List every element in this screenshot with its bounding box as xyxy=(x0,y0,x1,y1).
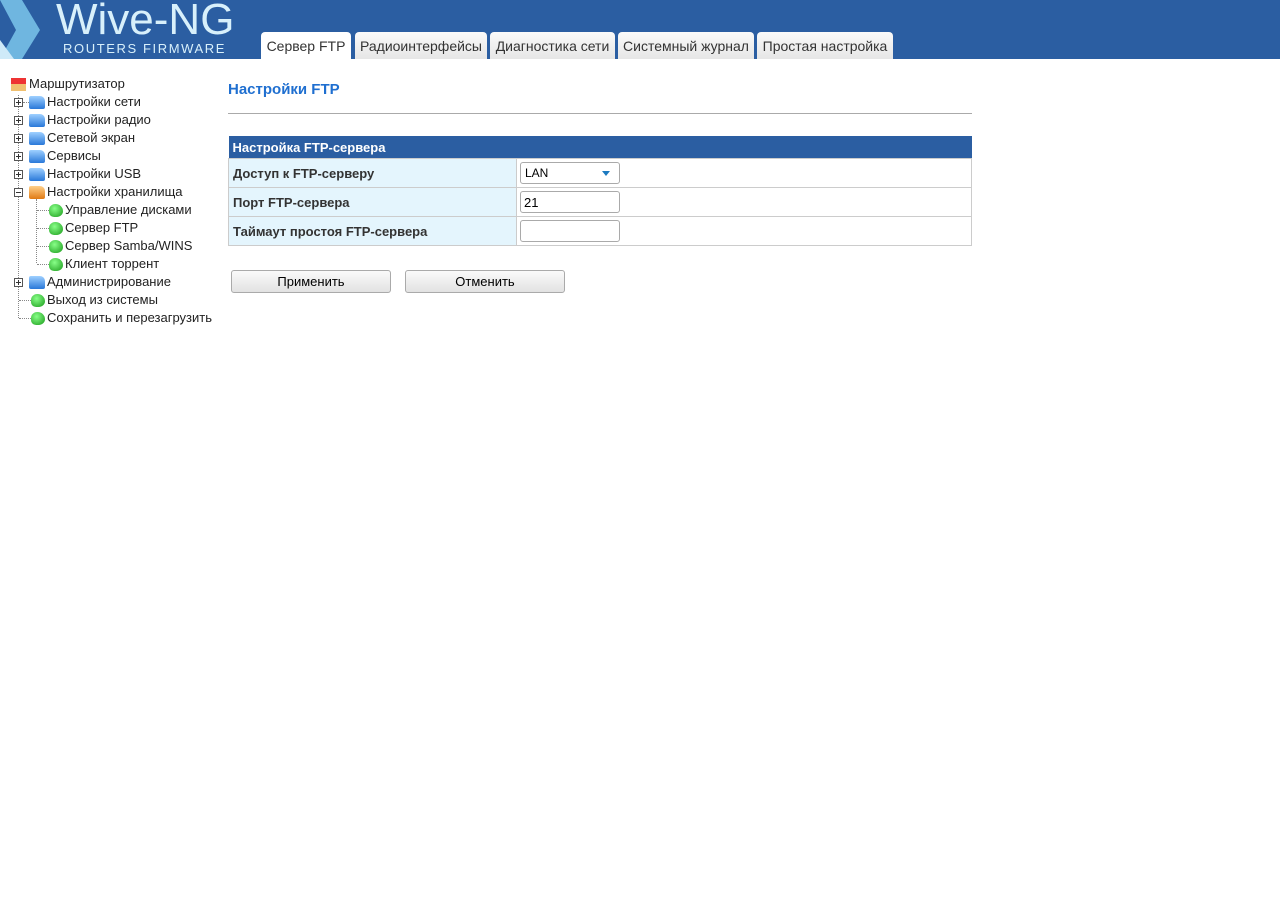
tree-label: Настройки хранилища xyxy=(47,184,183,199)
table-row: Таймаут простоя FTP-сервера xyxy=(228,216,972,246)
select-value: LAN xyxy=(525,166,549,180)
folder-icon xyxy=(29,114,45,127)
tab-diagnostics[interactable]: Диагностика сети xyxy=(490,32,615,59)
tree-label: Сервисы xyxy=(47,148,101,163)
expand-icon[interactable] xyxy=(14,116,23,125)
tree-item-storage[interactable]: Настройки хранилища xyxy=(10,183,183,200)
leaf-icon xyxy=(49,240,63,253)
expand-icon[interactable] xyxy=(14,98,23,107)
tree-item-disks[interactable]: Управление дисками xyxy=(10,201,192,218)
table-row: Доступ к FTP-серверу LAN xyxy=(228,158,972,188)
tree-item-save-reboot[interactable]: Сохранить и перезагрузить xyxy=(10,309,212,326)
tree-item-ftp[interactable]: Сервер FTP xyxy=(10,219,138,236)
tree-label: Сервер Samba/WINS xyxy=(65,238,193,253)
leaf-icon xyxy=(31,294,45,307)
expand-icon[interactable] xyxy=(14,170,23,179)
logo-title: Wive-NG xyxy=(56,0,235,44)
tree-label: Сервер FTP xyxy=(65,220,139,235)
header: Wive-NG ROUTERS FIRMWARE Сервер FTP Ради… xyxy=(0,0,1280,59)
ftp-port-label: Порт FTP-сервера xyxy=(228,187,517,217)
ftp-access-select[interactable]: LAN xyxy=(520,162,620,184)
expand-icon[interactable] xyxy=(14,278,23,287)
folder-icon xyxy=(29,168,45,181)
tree-label: Выход из системы xyxy=(47,292,158,307)
folder-icon xyxy=(29,150,45,163)
ftp-timeout-label: Таймаут простоя FTP-сервера xyxy=(228,216,517,246)
divider xyxy=(228,113,972,114)
apply-button[interactable]: Применить xyxy=(231,270,391,293)
tree-label: Сетевой экран xyxy=(47,130,136,145)
tree-item-firewall[interactable]: Сетевой экран xyxy=(10,129,135,146)
tree-item-network[interactable]: Настройки сети xyxy=(10,93,141,110)
tree-label: Сохранить и перезагрузить xyxy=(47,310,212,325)
logo-subtitle: ROUTERS FIRMWARE xyxy=(63,41,227,56)
ftp-access-label: Доступ к FTP-серверу xyxy=(228,158,517,188)
page-title: Настройки FTP xyxy=(228,81,340,98)
folder-icon xyxy=(29,132,45,145)
tree-label: Маршрутизатор xyxy=(29,76,125,91)
tree-item-admin[interactable]: Администрирование xyxy=(10,273,171,290)
tree-item-usb[interactable]: Настройки USB xyxy=(10,165,141,182)
tree-label: Настройки USB xyxy=(47,166,142,181)
house-icon xyxy=(11,78,26,91)
tab-syslog[interactable]: Системный журнал xyxy=(618,32,754,59)
tree-label: Управление дисками xyxy=(65,202,192,217)
ftp-port-input[interactable] xyxy=(520,191,620,213)
logo: Wive-NG ROUTERS FIRMWARE xyxy=(0,0,250,59)
ftp-settings-table: Настройка FTP-сервера Доступ к FTP-серве… xyxy=(228,136,972,246)
cancel-button[interactable]: Отменить xyxy=(405,270,565,293)
tree-label: Настройки сети xyxy=(47,94,141,109)
leaf-icon xyxy=(49,258,63,271)
logo-mark-icon xyxy=(0,0,40,59)
expand-icon[interactable] xyxy=(14,134,23,143)
tab-ftp-server[interactable]: Сервер FTP xyxy=(261,32,351,59)
tree-label: Настройки радио xyxy=(47,112,151,127)
tree-item-logout[interactable]: Выход из системы xyxy=(10,291,158,308)
section-header: Настройка FTP-сервера xyxy=(228,136,972,159)
table-row: Порт FTP-сервера xyxy=(228,187,972,217)
tree-item-torrent[interactable]: Клиент торрент xyxy=(10,255,159,272)
folder-open-icon xyxy=(29,186,45,199)
leaf-icon xyxy=(49,204,63,217)
leaf-icon xyxy=(31,312,45,325)
chevron-down-icon xyxy=(602,171,610,176)
tab-radio[interactable]: Радиоинтерфейсы xyxy=(355,32,487,59)
tree-item-radio[interactable]: Настройки радио xyxy=(10,111,151,128)
tree-item-services[interactable]: Сервисы xyxy=(10,147,101,164)
tree-item-samba[interactable]: Сервер Samba/WINS xyxy=(10,237,192,254)
tree-label: Администрирование xyxy=(47,274,171,289)
tab-simple-setup[interactable]: Простая настройка xyxy=(757,32,893,59)
tree-root[interactable]: Маршрутизатор xyxy=(10,75,125,92)
leaf-icon xyxy=(49,222,63,235)
folder-icon xyxy=(29,276,45,289)
collapse-icon[interactable] xyxy=(14,188,23,197)
folder-icon xyxy=(29,96,45,109)
ftp-timeout-input[interactable] xyxy=(520,220,620,242)
expand-icon[interactable] xyxy=(14,152,23,161)
tree-label: Клиент торрент xyxy=(65,256,160,271)
